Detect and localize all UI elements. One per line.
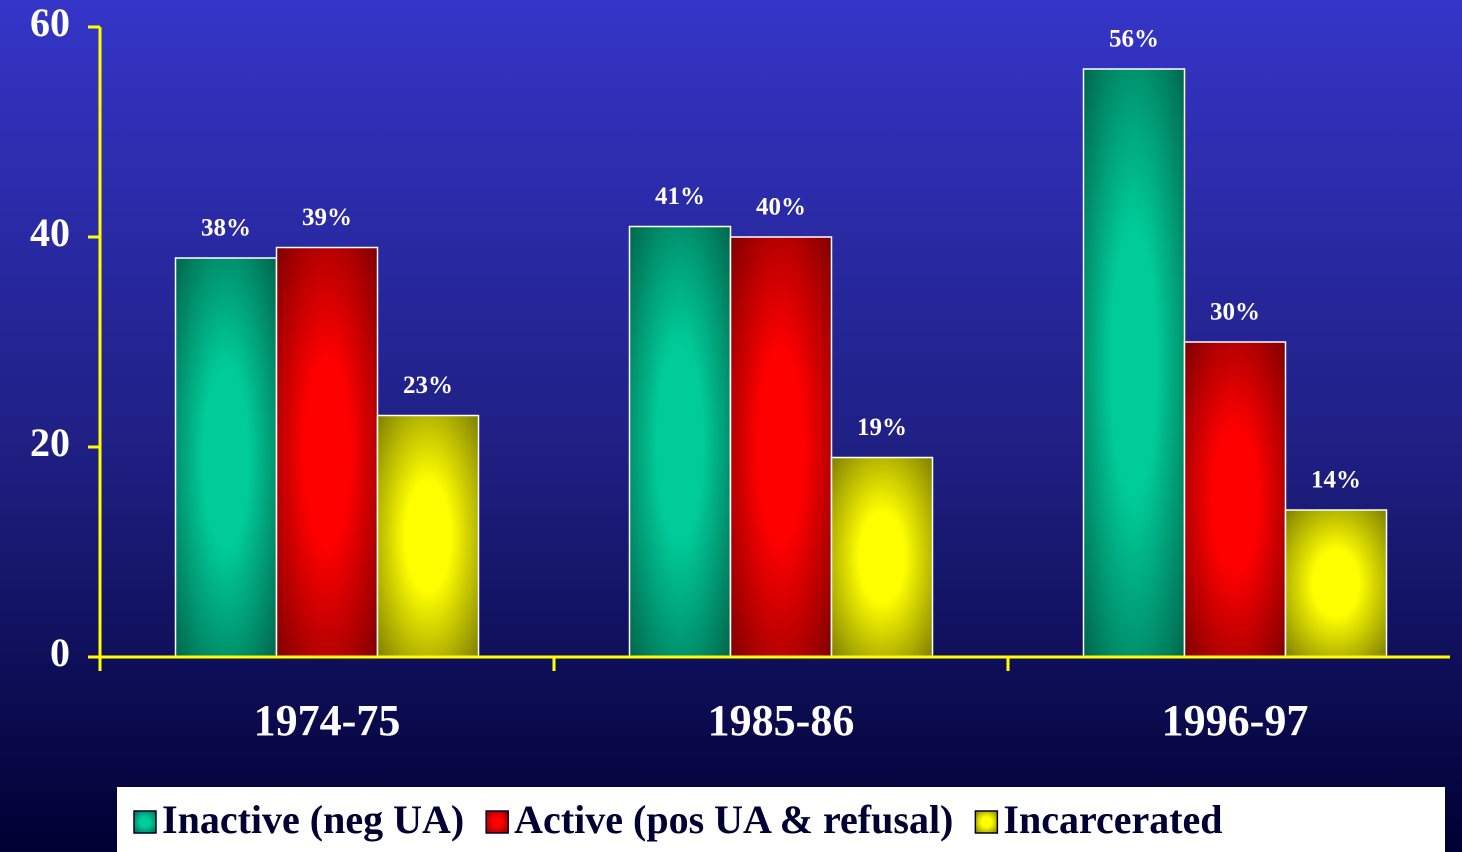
bar [174, 257, 278, 658]
bar [1082, 68, 1186, 658]
x-tick-label: 1996-97 [1162, 696, 1309, 745]
legend-label: Active (pos UA & refusal) [514, 797, 953, 842]
value-label: 19% [857, 414, 907, 441]
x-tick-label: 1985-86 [708, 696, 855, 745]
y-tick-label: 0 [50, 630, 70, 675]
legend-label: Inactive (neg UA) [162, 797, 464, 842]
legend-label: Incarcerated [1003, 797, 1222, 842]
bar [830, 456, 934, 658]
y-tick-label: 40 [30, 210, 70, 255]
bar [376, 414, 480, 658]
value-label: 41% [655, 183, 705, 210]
value-label: 56% [1109, 26, 1159, 53]
value-label: 30% [1210, 299, 1260, 326]
y-tick-label: 20 [30, 420, 70, 465]
value-label: 38% [201, 215, 251, 242]
bar [729, 236, 833, 658]
value-label: 39% [302, 204, 352, 231]
bar [1284, 509, 1388, 658]
y-tick-label: 60 [30, 0, 70, 45]
bar [1183, 341, 1287, 658]
bar [275, 246, 379, 658]
value-label: 14% [1311, 467, 1361, 494]
legend-swatch [485, 810, 509, 834]
legend-swatch [133, 810, 157, 834]
value-label: 40% [756, 194, 806, 221]
bar [628, 225, 732, 658]
legend-box [117, 787, 1445, 852]
legend-swatch [974, 810, 999, 834]
legend: Inactive (neg UA) Active (pos UA & refusa… [117, 787, 1445, 852]
value-label: 23% [403, 372, 453, 399]
x-tick-label: 1974-75 [254, 696, 401, 745]
